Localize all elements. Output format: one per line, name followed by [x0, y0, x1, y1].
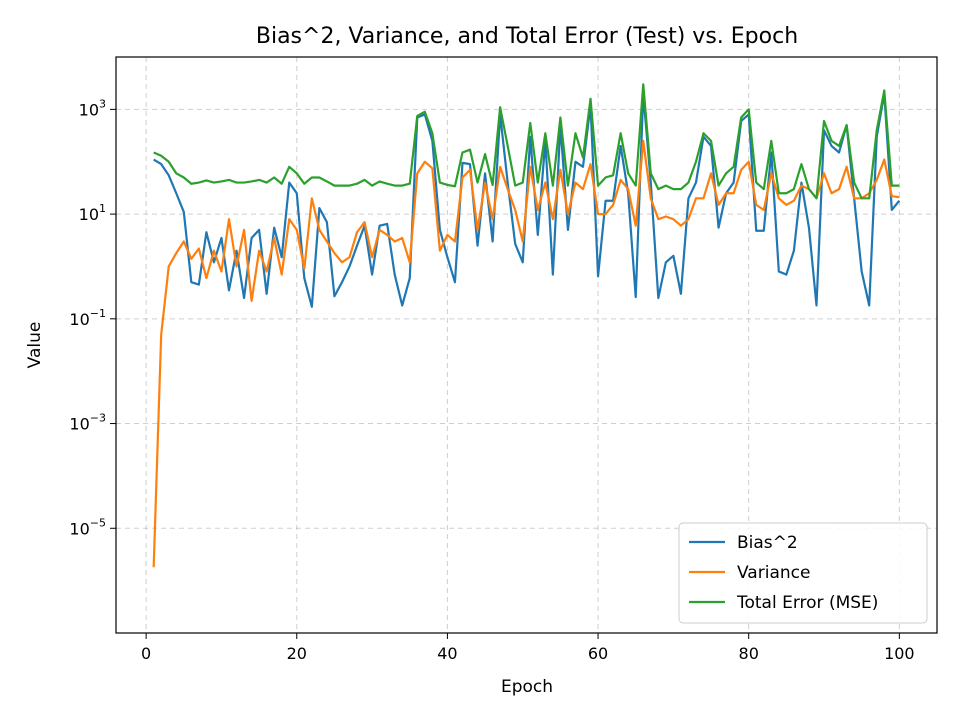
x-tick-label: 100: [884, 644, 915, 663]
legend-label-bias-2: Bias^2: [737, 533, 798, 553]
y-tick-label: 10−3: [69, 412, 106, 434]
series-line-total-error-mse: [153, 83, 900, 200]
legend-label-variance: Variance: [737, 563, 810, 583]
series-line-variance: [152, 139, 900, 568]
y-tick-label: 103: [79, 97, 106, 119]
data-series: [152, 83, 901, 568]
x-axis-title: Epoch: [501, 677, 553, 697]
legend-label-total-error-mse: Total Error (MSE): [736, 593, 878, 613]
x-tick-label: 20: [287, 644, 307, 663]
axis-ticks: 0 20 40 60 80 100 10−5 10−3 10−1 101 103: [69, 97, 914, 663]
legend: Bias^2 Variance Total Error (MSE): [678, 522, 928, 624]
x-tick-label: 80: [739, 644, 759, 663]
y-tick-label: 10−5: [69, 516, 106, 538]
y-axis-title: Value: [25, 322, 45, 369]
y-tick-label: 10−1: [69, 307, 106, 329]
x-tick-label: 0: [141, 644, 151, 663]
x-tick-label: 60: [588, 644, 608, 663]
y-tick-label: 101: [79, 202, 106, 224]
chart-title: Bias^2, Variance, and Total Error (Test)…: [256, 24, 798, 49]
legend-box: [678, 522, 928, 624]
x-tick-label: 40: [437, 644, 457, 663]
plot-area-frame: [115, 56, 938, 634]
